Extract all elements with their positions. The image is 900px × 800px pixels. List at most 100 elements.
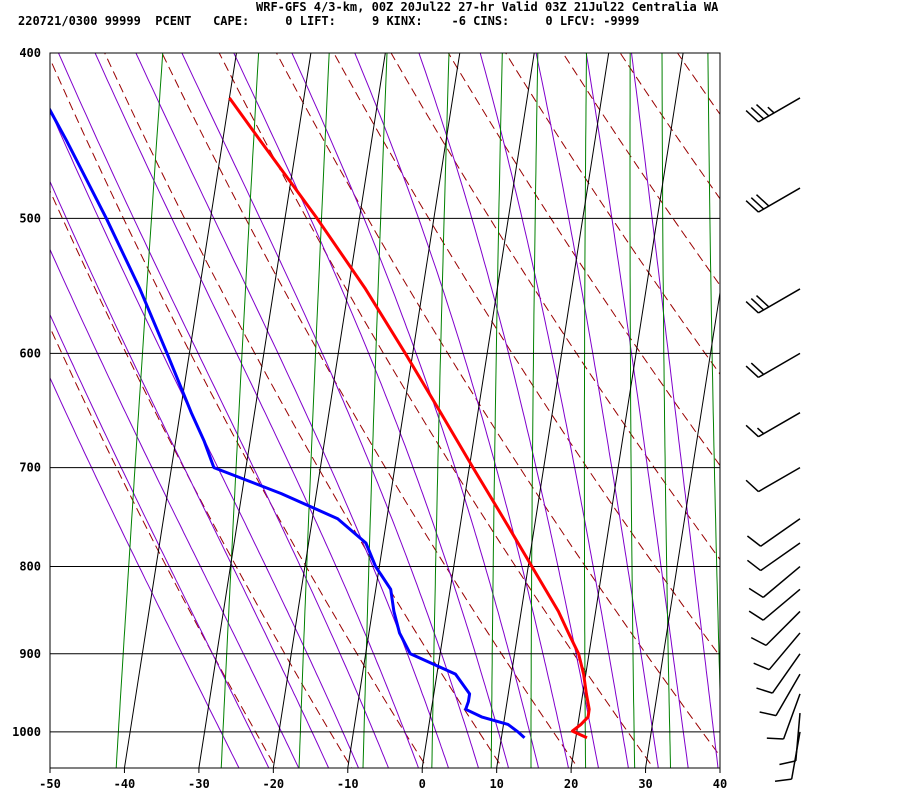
wind-barb — [746, 518, 801, 547]
isotherm — [123, 53, 237, 768]
wind-barb-shaft — [758, 412, 801, 438]
moist-adiabat — [50, 313, 270, 768]
mixing-ratio-line — [220, 53, 260, 768]
wind-barb-shaft — [762, 565, 801, 598]
wind-barb — [766, 693, 801, 740]
y-tick-label: 1000 — [12, 725, 41, 739]
wind-barb-shaft — [760, 542, 801, 572]
x-tick-label: 20 — [564, 777, 578, 791]
isotherm — [570, 53, 684, 768]
x-tick-label: 0 — [419, 777, 426, 791]
wind-barb-shaft — [758, 352, 801, 379]
moist-adiabat — [630, 53, 719, 768]
mixing-ratio-line — [707, 53, 720, 706]
wind-barb-shaft — [760, 518, 801, 547]
mixing-ratio-line — [661, 53, 672, 768]
wind-barb — [774, 731, 801, 783]
sounding-indices: 220721/0300 99999 PCENT CAPE: 0 LIFT: 9 … — [18, 14, 640, 28]
wind-barb — [746, 542, 801, 572]
wind-barb-shaft — [762, 588, 801, 621]
wind-barb-feather — [745, 301, 759, 314]
wind-barb-feather — [755, 194, 770, 207]
mixing-ratio-line — [298, 53, 330, 768]
wind-barb-feather — [748, 610, 764, 621]
y-tick-label: 900 — [19, 647, 41, 661]
moist-adiabat — [479, 53, 629, 768]
dry-adiabat — [835, 34, 900, 775]
chart-title: WRF-GFS 4/3-km, 00Z 20Jul22 27-hr Valid … — [256, 0, 719, 14]
wind-barb-feather — [755, 295, 770, 308]
wind-barb-feather — [779, 760, 796, 766]
dry-adiabat — [104, 53, 504, 768]
moist-adiabat — [535, 53, 659, 768]
moist-adiabat — [57, 53, 390, 768]
wind-barb — [745, 288, 801, 314]
wind-barb-feather — [745, 365, 759, 378]
moist-adiabat — [50, 248, 300, 768]
mixing-ratio-line — [530, 53, 539, 768]
x-tick-label: -10 — [337, 777, 359, 791]
wind-barb — [748, 565, 801, 599]
x-tick-label: 10 — [489, 777, 503, 791]
dry-adiabat — [447, 53, 720, 467]
wind-barb-feather — [750, 298, 765, 311]
y-tick-label: 400 — [19, 46, 41, 60]
wind-barb-feather — [766, 737, 784, 740]
wind-barb-shaft — [782, 693, 801, 740]
dry-adiabat — [218, 53, 655, 768]
wind-barb-feather — [753, 662, 770, 671]
wind-barb-feather — [745, 479, 759, 493]
dry-adiabat — [275, 53, 720, 757]
wind-barb — [745, 466, 801, 493]
wind-barb-feather — [745, 110, 759, 123]
wind-barbs — [745, 97, 801, 783]
y-tick-label: 700 — [19, 461, 41, 475]
wind-barb-shaft — [758, 187, 801, 213]
isotherm — [645, 289, 720, 768]
moist-adiabat — [418, 53, 600, 768]
mixing-ratio-line — [115, 53, 164, 768]
isotherm — [421, 53, 535, 768]
x-tick-label: -40 — [114, 777, 136, 791]
moist-adiabat — [50, 180, 330, 768]
wind-barb — [748, 588, 801, 621]
y-tick-label: 500 — [19, 211, 41, 225]
dry-adiabat — [50, 57, 428, 768]
wind-barb — [745, 352, 801, 379]
wind-barb — [745, 412, 801, 438]
temperature-profile — [228, 97, 591, 740]
y-axis-ticks: 400 500 600 700 800 900 1000 — [12, 46, 41, 739]
moist-adiabat — [354, 53, 570, 768]
wind-barb-shaft — [758, 97, 801, 123]
x-tick-label: -30 — [188, 777, 210, 791]
moist-adiabat — [50, 376, 240, 768]
isotherm — [347, 53, 461, 768]
moist-adiabat — [181, 53, 480, 768]
y-tick-label: 800 — [19, 560, 41, 574]
background-lines — [50, 34, 900, 775]
wind-barb-feather — [746, 559, 762, 572]
dry-adiabat — [676, 53, 720, 116]
wind-barb-feather — [750, 197, 765, 210]
dry-adiabat — [390, 53, 720, 561]
wind-barb-shaft — [768, 632, 801, 671]
grid — [50, 53, 720, 768]
isotherm — [198, 53, 312, 768]
wind-barb — [750, 610, 801, 647]
dry-adiabat — [50, 326, 277, 768]
x-tick-label: -20 — [262, 777, 284, 791]
dry-adiabat — [779, 34, 900, 775]
wind-barb-shaft — [765, 610, 801, 646]
mixing-ratio-line — [583, 53, 588, 768]
wind-barb-feather — [750, 362, 765, 375]
wind-barb-half-feather — [756, 427, 765, 435]
mixing-ratio-line — [754, 34, 775, 775]
wind-barb-feather — [756, 687, 773, 694]
dry-adiabat — [161, 53, 579, 768]
isotherm — [496, 53, 610, 768]
wind-barb-shaft — [771, 653, 801, 694]
moist-adiabat — [50, 108, 360, 768]
x-tick-label: -50 — [39, 777, 61, 791]
wind-barb — [753, 632, 801, 671]
